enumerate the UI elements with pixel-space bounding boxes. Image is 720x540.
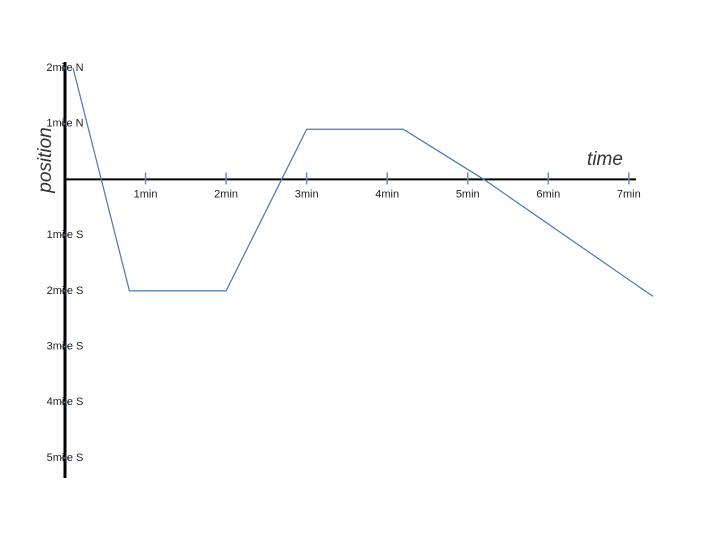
y-tick-label: 3mile S bbox=[47, 340, 84, 352]
y-tick-label: 2mile S bbox=[47, 285, 84, 297]
y-tick-label: 1mile N bbox=[46, 118, 83, 130]
x-axis-title: time bbox=[587, 149, 623, 170]
y-axis-title: position bbox=[35, 127, 56, 194]
y-tick-label: 4mile S bbox=[47, 396, 84, 408]
x-tick-label: 5min bbox=[456, 188, 480, 200]
x-tick-label: 4min bbox=[375, 188, 399, 200]
data-line bbox=[72, 67, 654, 297]
x-tick-label: 7min bbox=[617, 188, 641, 200]
y-tick-label: 5mile S bbox=[47, 452, 84, 464]
y-tick-label: 2mile N bbox=[46, 62, 83, 74]
y-tick-label: 1mile S bbox=[47, 229, 84, 241]
x-tick-label: 3min bbox=[295, 188, 319, 200]
x-tick-label: 1min bbox=[134, 188, 158, 200]
x-tick-label: 6min bbox=[536, 188, 560, 200]
x-tick-label: 2min bbox=[214, 188, 238, 200]
